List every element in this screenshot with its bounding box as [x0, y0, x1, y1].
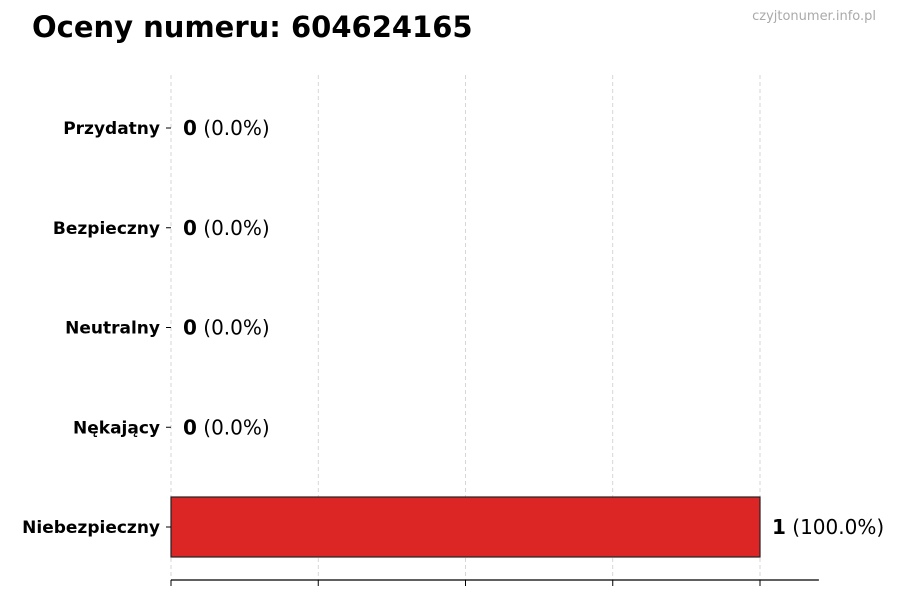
data-label: 1 (100.0%)	[772, 515, 884, 539]
data-label-percent: (100.0%)	[786, 515, 884, 539]
data-label-value: 0	[183, 316, 197, 340]
category-label: Neutralny	[65, 319, 160, 339]
data-label-value: 0	[183, 216, 197, 240]
data-label: 0 (0.0%)	[183, 216, 270, 240]
data-label-value: 0	[183, 415, 197, 439]
data-label: 0 (0.0%)	[183, 316, 270, 340]
category-label: Nękający	[73, 418, 160, 438]
data-label-percent: (0.0%)	[197, 216, 270, 240]
watermark: czyjtonumer.info.pl	[752, 9, 876, 24]
category-label: Przydatny	[63, 119, 160, 139]
category-label: Bezpieczny	[53, 219, 160, 239]
data-label: 0 (0.0%)	[183, 415, 270, 439]
data-label-percent: (0.0%)	[197, 415, 270, 439]
category-label: Niebezpieczny	[22, 518, 160, 538]
data-label-percent: (0.0%)	[197, 116, 270, 140]
data-label-value: 0	[183, 116, 197, 140]
data-label-percent: (0.0%)	[197, 316, 270, 340]
data-label: 0 (0.0%)	[183, 116, 270, 140]
chart-title: Oceny numeru: 604624165	[32, 10, 473, 44]
data-label-value: 1	[772, 515, 786, 539]
bar	[170, 496, 761, 558]
